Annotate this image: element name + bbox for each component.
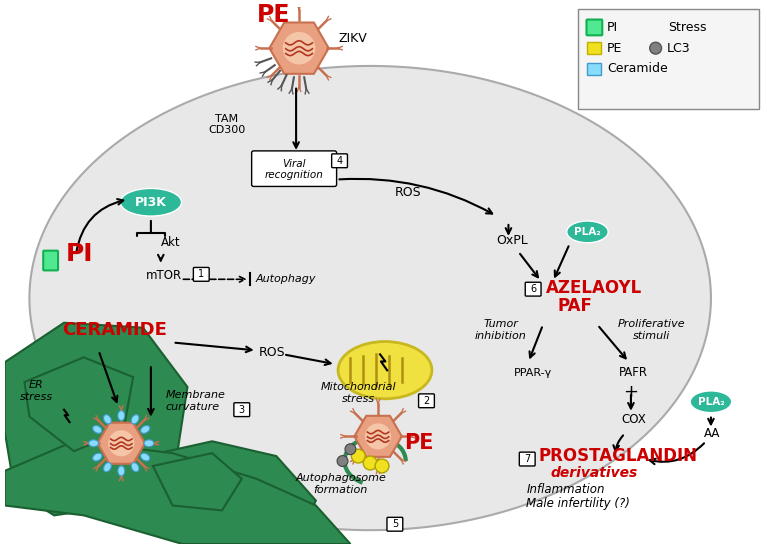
Text: PROSTAGLANDIN: PROSTAGLANDIN <box>538 447 697 465</box>
Text: 7: 7 <box>524 454 531 464</box>
Ellipse shape <box>88 440 98 447</box>
Ellipse shape <box>283 32 316 64</box>
FancyBboxPatch shape <box>578 9 760 109</box>
Polygon shape <box>25 357 133 451</box>
Polygon shape <box>98 423 145 464</box>
Text: Viral
recognition: Viral recognition <box>265 159 323 181</box>
Text: PE: PE <box>607 42 623 54</box>
Text: Ceramide: Ceramide <box>607 63 668 76</box>
Text: Tumor
inhibition: Tumor inhibition <box>475 319 526 341</box>
Ellipse shape <box>93 453 102 461</box>
Text: 5: 5 <box>392 519 398 529</box>
Polygon shape <box>270 22 329 74</box>
Text: CERAMIDE: CERAMIDE <box>62 320 167 338</box>
Text: OxPL: OxPL <box>497 234 528 247</box>
Ellipse shape <box>131 415 139 424</box>
FancyBboxPatch shape <box>525 282 541 296</box>
Text: Stress: Stress <box>668 21 707 34</box>
Text: ER
stress: ER stress <box>20 380 53 402</box>
Polygon shape <box>123 441 316 544</box>
Ellipse shape <box>144 440 154 447</box>
FancyBboxPatch shape <box>387 517 402 531</box>
FancyBboxPatch shape <box>587 20 602 35</box>
Text: PE: PE <box>257 3 290 28</box>
Text: AZELAOYL: AZELAOYL <box>546 279 642 297</box>
Text: PI: PI <box>66 242 94 265</box>
Text: Mitochondrial
stress: Mitochondrial stress <box>320 382 396 404</box>
Text: 2: 2 <box>423 396 429 406</box>
Bar <box>588 42 601 54</box>
Polygon shape <box>5 323 187 515</box>
Ellipse shape <box>131 462 139 472</box>
Ellipse shape <box>690 391 732 413</box>
Ellipse shape <box>108 430 134 456</box>
Text: mTOR: mTOR <box>146 269 182 282</box>
Text: +: + <box>624 383 638 401</box>
Ellipse shape <box>118 411 124 421</box>
Text: Male infertility (?): Male infertility (?) <box>526 497 630 510</box>
Text: PLA₂: PLA₂ <box>697 397 724 407</box>
Text: ROS: ROS <box>259 346 285 359</box>
Ellipse shape <box>118 466 124 476</box>
Text: COX: COX <box>621 413 646 426</box>
Ellipse shape <box>365 423 391 449</box>
FancyBboxPatch shape <box>43 251 58 270</box>
Text: PI3K: PI3K <box>135 196 167 209</box>
Text: ROS: ROS <box>395 187 422 199</box>
Ellipse shape <box>93 425 102 434</box>
Circle shape <box>650 42 661 54</box>
Circle shape <box>352 449 366 463</box>
Ellipse shape <box>104 415 111 424</box>
FancyBboxPatch shape <box>194 268 209 281</box>
Circle shape <box>363 456 377 470</box>
Text: Autophagy: Autophagy <box>256 274 316 285</box>
Bar <box>588 63 601 75</box>
Text: LC3: LC3 <box>667 42 690 54</box>
Text: TAM
CD300: TAM CD300 <box>208 114 246 135</box>
Text: derivatives: derivatives <box>551 466 638 480</box>
Text: Membrane
curvature: Membrane curvature <box>166 390 226 412</box>
Text: PE: PE <box>404 433 433 453</box>
Ellipse shape <box>141 425 150 434</box>
Text: PAFR: PAFR <box>619 366 648 379</box>
Ellipse shape <box>567 221 608 243</box>
Circle shape <box>375 459 389 473</box>
Text: Autophagosome
formation: Autophagosome formation <box>295 473 386 494</box>
Text: Proliferative
stimuli: Proliferative stimuli <box>618 319 686 341</box>
FancyBboxPatch shape <box>252 151 336 187</box>
Text: 4: 4 <box>336 156 343 166</box>
Text: PI: PI <box>607 21 618 34</box>
FancyBboxPatch shape <box>519 452 535 466</box>
FancyBboxPatch shape <box>332 154 347 168</box>
Text: Inflammation: Inflammation <box>526 483 604 496</box>
Circle shape <box>337 455 348 466</box>
Ellipse shape <box>338 342 432 399</box>
Text: Akt: Akt <box>161 236 180 249</box>
Polygon shape <box>5 441 350 544</box>
Text: 1: 1 <box>198 269 204 280</box>
Text: PLA₂: PLA₂ <box>574 227 601 237</box>
Polygon shape <box>153 453 242 510</box>
Text: PPAR-γ: PPAR-γ <box>513 368 551 378</box>
Text: 6: 6 <box>530 284 536 294</box>
Text: AA: AA <box>704 428 720 440</box>
Text: 3: 3 <box>239 405 245 415</box>
Polygon shape <box>354 416 402 457</box>
Text: PAF: PAF <box>558 297 593 315</box>
Ellipse shape <box>141 453 150 461</box>
Text: ZIKV: ZIKV <box>339 32 367 45</box>
FancyBboxPatch shape <box>234 403 250 417</box>
FancyBboxPatch shape <box>419 394 435 407</box>
Polygon shape <box>29 66 711 530</box>
Ellipse shape <box>104 462 111 472</box>
Ellipse shape <box>121 188 181 216</box>
Circle shape <box>345 444 356 455</box>
